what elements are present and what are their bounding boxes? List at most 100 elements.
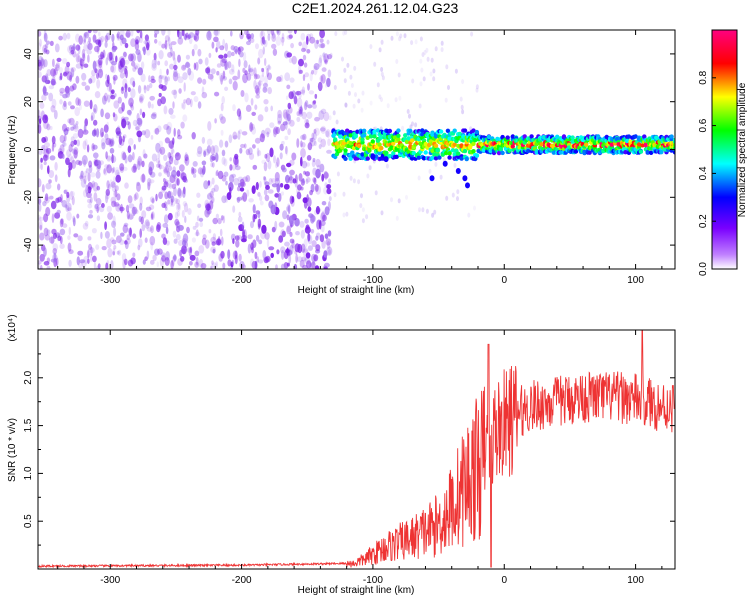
x-tick-label: 0 bbox=[501, 575, 507, 586]
heatmap-noise-cell bbox=[124, 42, 129, 49]
heatmap-noise-cell bbox=[62, 139, 66, 148]
heatmap-noise-cell bbox=[170, 114, 176, 119]
heatmap-noise-cell bbox=[196, 150, 202, 158]
heatmap-noise-cell bbox=[158, 140, 164, 148]
heatmap-noise-cell bbox=[320, 125, 327, 134]
heatmap-noise-cell bbox=[176, 170, 181, 177]
heatmap-noise-cell bbox=[445, 64, 449, 70]
snr-frame bbox=[37, 329, 676, 570]
heatmap-noise-cell bbox=[140, 216, 144, 225]
heatmap-noise-cell bbox=[263, 176, 266, 181]
heatmap-noise-cell bbox=[115, 127, 121, 135]
heatmap-noise-cell bbox=[188, 247, 192, 257]
heatmap-carrier-cell bbox=[387, 153, 393, 159]
heatmap-noise-cell bbox=[189, 98, 193, 108]
heatmap-noise-cell bbox=[204, 208, 210, 218]
heatmap-noise-cell bbox=[87, 182, 93, 190]
heatmap-noise-cell bbox=[132, 119, 138, 127]
heatmap-carrier-cell bbox=[362, 133, 367, 138]
heatmap-noise-cell bbox=[342, 212, 346, 218]
heatmap-noise-cell bbox=[306, 155, 312, 161]
heatmap-noise-cell bbox=[289, 174, 293, 181]
heatmap-noise-cell bbox=[55, 257, 59, 267]
heatmap-noise-cell bbox=[87, 236, 92, 241]
heatmap-noise-cell bbox=[119, 166, 124, 173]
heatmap-noise-cell bbox=[300, 186, 304, 191]
heatmap-noise-cell bbox=[251, 126, 257, 135]
heatmap-noise-cell bbox=[432, 68, 436, 74]
heatmap-noise-cell bbox=[301, 111, 307, 120]
heatmap-carrier-cell bbox=[534, 150, 539, 155]
heatmap-noise-cell bbox=[211, 41, 215, 49]
heatmap-noise-cell bbox=[263, 189, 268, 196]
heatmap-noise-cell bbox=[214, 91, 220, 97]
heatmap-noise-cell bbox=[305, 162, 310, 167]
heatmap-noise-cell bbox=[100, 51, 104, 60]
heatmap-noise-cell bbox=[251, 185, 256, 195]
heatmap-noise-cell bbox=[301, 86, 306, 96]
heatmap-noise-cell bbox=[318, 43, 325, 49]
heatmap-noise-cell bbox=[70, 105, 75, 110]
heatmap-noise-cell bbox=[241, 230, 245, 236]
heatmap-noise-cell bbox=[376, 82, 380, 88]
heatmap-noise-cell bbox=[95, 170, 101, 179]
heatmap-noise-cell bbox=[237, 216, 243, 223]
heatmap-noise-cell bbox=[258, 80, 263, 86]
heatmap-noise-cell bbox=[158, 41, 162, 46]
heatmap-noise-cell bbox=[228, 134, 233, 144]
heatmap-noise-cell bbox=[161, 75, 167, 80]
heatmap-noise-cell bbox=[182, 201, 188, 207]
heatmap-noise-cell bbox=[198, 245, 205, 254]
heatmap-noise-cell bbox=[59, 228, 66, 236]
heatmap-noise-cell bbox=[326, 241, 331, 250]
heatmap-noise-cell bbox=[246, 33, 252, 39]
heatmap-noise-cell bbox=[199, 167, 205, 178]
heatmap-noise-cell bbox=[139, 228, 142, 238]
heatmap-noise-cell bbox=[59, 218, 64, 228]
heatmap-noise-cell bbox=[72, 133, 79, 139]
heatmap-noise-cell bbox=[434, 161, 438, 167]
heatmap-noise-cell bbox=[215, 261, 218, 268]
heatmap-noise-cell bbox=[280, 249, 285, 260]
heatmap-noise-cell bbox=[98, 31, 101, 37]
heatmap-carrier-cell bbox=[348, 130, 353, 135]
heatmap-noise-cell bbox=[262, 46, 265, 55]
heatmap-noise-cell bbox=[237, 69, 241, 80]
heatmap-noise-cell bbox=[69, 74, 72, 82]
heatmap-carrier-cell bbox=[450, 148, 456, 153]
heatmap-noise-cell bbox=[243, 143, 247, 149]
heatmap-noise-cell bbox=[305, 224, 310, 230]
heatmap-noise-cell bbox=[183, 33, 187, 40]
heatmap-noise-cell bbox=[245, 175, 251, 183]
heatmap-noise-cell bbox=[104, 231, 110, 239]
heatmap-noise-cell bbox=[258, 259, 264, 264]
heatmap-noise-cell bbox=[46, 123, 51, 131]
heatmap-noise-cell bbox=[144, 256, 148, 262]
heatmap-noise-cell bbox=[453, 162, 457, 168]
heatmap-noise-cell bbox=[231, 51, 235, 57]
heatmap-noise-cell bbox=[319, 30, 325, 39]
heatmap-noise-cell bbox=[240, 90, 245, 97]
heatmap-noise-cell bbox=[60, 218, 64, 225]
heatmap-noise-cell bbox=[96, 163, 101, 172]
heatmap-noise-cell bbox=[425, 47, 429, 53]
heatmap-noise-cell bbox=[197, 203, 202, 209]
heatmap-noise-cell bbox=[307, 142, 313, 151]
heatmap-noise-cell bbox=[90, 246, 93, 256]
heatmap-noise-cell bbox=[111, 182, 117, 193]
heatmap-carrier-cell bbox=[609, 142, 614, 147]
heatmap-noise-cell bbox=[51, 228, 57, 235]
heatmap-noise-cell bbox=[167, 76, 170, 82]
heatmap-noise-cell bbox=[168, 183, 173, 189]
heatmap-noise-cell bbox=[185, 62, 191, 69]
heatmap-noise-cell bbox=[193, 44, 198, 51]
heatmap-noise-cell bbox=[135, 35, 141, 44]
heatmap-noise-cell bbox=[81, 259, 87, 268]
heatmap-carrier-cell bbox=[447, 155, 452, 160]
heatmap-noise-cell bbox=[137, 244, 141, 251]
heatmap-noise-cell bbox=[83, 100, 90, 107]
heatmap-noise-cell bbox=[230, 233, 236, 241]
heatmap-carrier-cell bbox=[638, 149, 644, 154]
heatmap-noise-cell bbox=[114, 189, 118, 198]
heatmap-noise-cell bbox=[238, 224, 245, 232]
